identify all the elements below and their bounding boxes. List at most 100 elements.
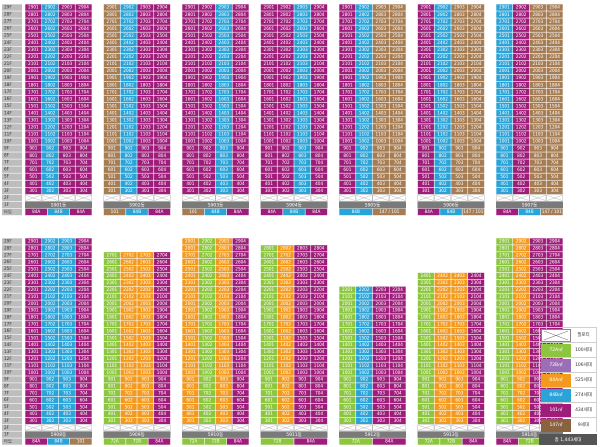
unit-number: 2402 (437, 40, 448, 45)
unit-number: 1603 (454, 96, 465, 101)
unit-number: 1704 (314, 89, 325, 94)
unit-cell (182, 117, 199, 124)
unit-number: 302 (203, 418, 211, 423)
unit-number: 1802 (516, 82, 527, 87)
unit-number: 604 (237, 167, 245, 172)
unit-cell (120, 279, 137, 286)
unit-cell (372, 67, 389, 75)
unit-cell (277, 410, 294, 418)
unit-number: 1003 (219, 139, 230, 144)
unit-number: 903 (141, 146, 149, 151)
unit-cell (215, 180, 232, 187)
unit-number: 2602 (202, 259, 213, 264)
unit-cell (451, 11, 468, 18)
unit-cell (154, 286, 171, 293)
unit-number: 1204 (314, 356, 325, 361)
unit-cell (232, 145, 249, 152)
unit-cell (339, 39, 356, 46)
unit-cell (182, 314, 199, 321)
unit-number: 1603 (533, 328, 544, 333)
unit-cell (451, 81, 468, 89)
unit-cell (154, 348, 171, 355)
unit-cell (182, 187, 199, 195)
unit-cell (294, 180, 311, 187)
unit-number: 401 (29, 411, 37, 416)
unit-cell (513, 410, 530, 418)
unit-number: 703 (141, 160, 149, 165)
unit-number: 802 (517, 384, 525, 389)
unit-number: 1203 (297, 125, 308, 130)
unit-cell (154, 300, 171, 307)
unit-cell (137, 67, 154, 75)
unit-number: 2103 (62, 294, 73, 299)
unit-cell (451, 272, 468, 280)
unit-cell (215, 67, 232, 75)
unit-number: 404 (551, 181, 559, 186)
unit-cell (154, 259, 171, 266)
unit-cell (215, 4, 232, 11)
footer-type-label: 84A (469, 439, 477, 444)
unit-number: 2702 (45, 252, 56, 257)
unit-cell (417, 60, 434, 68)
unit-cell (451, 39, 468, 46)
unit-cell (417, 4, 434, 11)
unit-cell (25, 81, 42, 89)
floor-label-cell (2, 53, 22, 61)
unit-number: 803 (534, 384, 542, 389)
unit-cell (260, 103, 277, 110)
unit-number: 1201 (28, 356, 39, 361)
unit-number: 2804 (235, 246, 246, 251)
unit-number: 1203 (297, 356, 308, 361)
unit-number: 2802 (516, 246, 527, 251)
unit-cell (58, 187, 75, 195)
unit-cell (417, 321, 434, 328)
unit-cell (232, 321, 249, 328)
unit-number: 1803 (62, 315, 73, 320)
unit-cell (232, 81, 249, 89)
unit-number: 1503 (454, 103, 465, 108)
unit-number: 2302 (516, 47, 527, 52)
building-name-bar (339, 201, 406, 209)
unit-number: 1001 (264, 370, 275, 375)
unit-cell (58, 166, 75, 173)
unit-number: 2103 (140, 294, 151, 299)
unit-cell (120, 180, 137, 187)
unit-cell (120, 348, 137, 355)
unit-cell (42, 397, 59, 404)
unit-cell (58, 403, 75, 411)
unit-number: 1901 (107, 75, 118, 80)
unit-cell (434, 53, 451, 61)
unit-cell (75, 307, 92, 314)
unit-cell (215, 417, 232, 424)
unit-cell (339, 67, 356, 75)
unit-number: 1503 (62, 335, 73, 340)
unit-cell (513, 145, 530, 152)
unit-cell (120, 341, 137, 349)
unit-cell (372, 417, 389, 424)
unit-cell (434, 67, 451, 75)
unit-number: 1702 (516, 321, 527, 326)
unit-number: 901 (343, 146, 351, 151)
unit-number: 1003 (219, 370, 230, 375)
unit-number: 1803 (219, 82, 230, 87)
unit-cell (468, 286, 485, 293)
footer-type-cell (182, 438, 205, 445)
unit-number: 2001 (185, 68, 196, 73)
unit-number: 2302 (437, 280, 448, 285)
unit-number: 1804 (392, 82, 403, 87)
unit-number: 903 (455, 377, 463, 382)
unit-cell (339, 4, 356, 11)
unit-cell (137, 25, 154, 32)
unit-cell (356, 334, 373, 342)
unit-number: 1001 (107, 139, 118, 144)
unit-number: 1304 (471, 118, 482, 123)
unit-number: 1104 (314, 132, 325, 137)
unit-cell (137, 307, 154, 314)
unit-number: 2404 (78, 40, 89, 45)
unit-cell (546, 314, 563, 321)
unit-cell (137, 152, 154, 159)
unit-number: 2401 (342, 40, 353, 45)
footer-type-label: 84A (307, 439, 315, 444)
unit-number: 1601 (342, 96, 353, 101)
unit-cell (513, 53, 530, 61)
